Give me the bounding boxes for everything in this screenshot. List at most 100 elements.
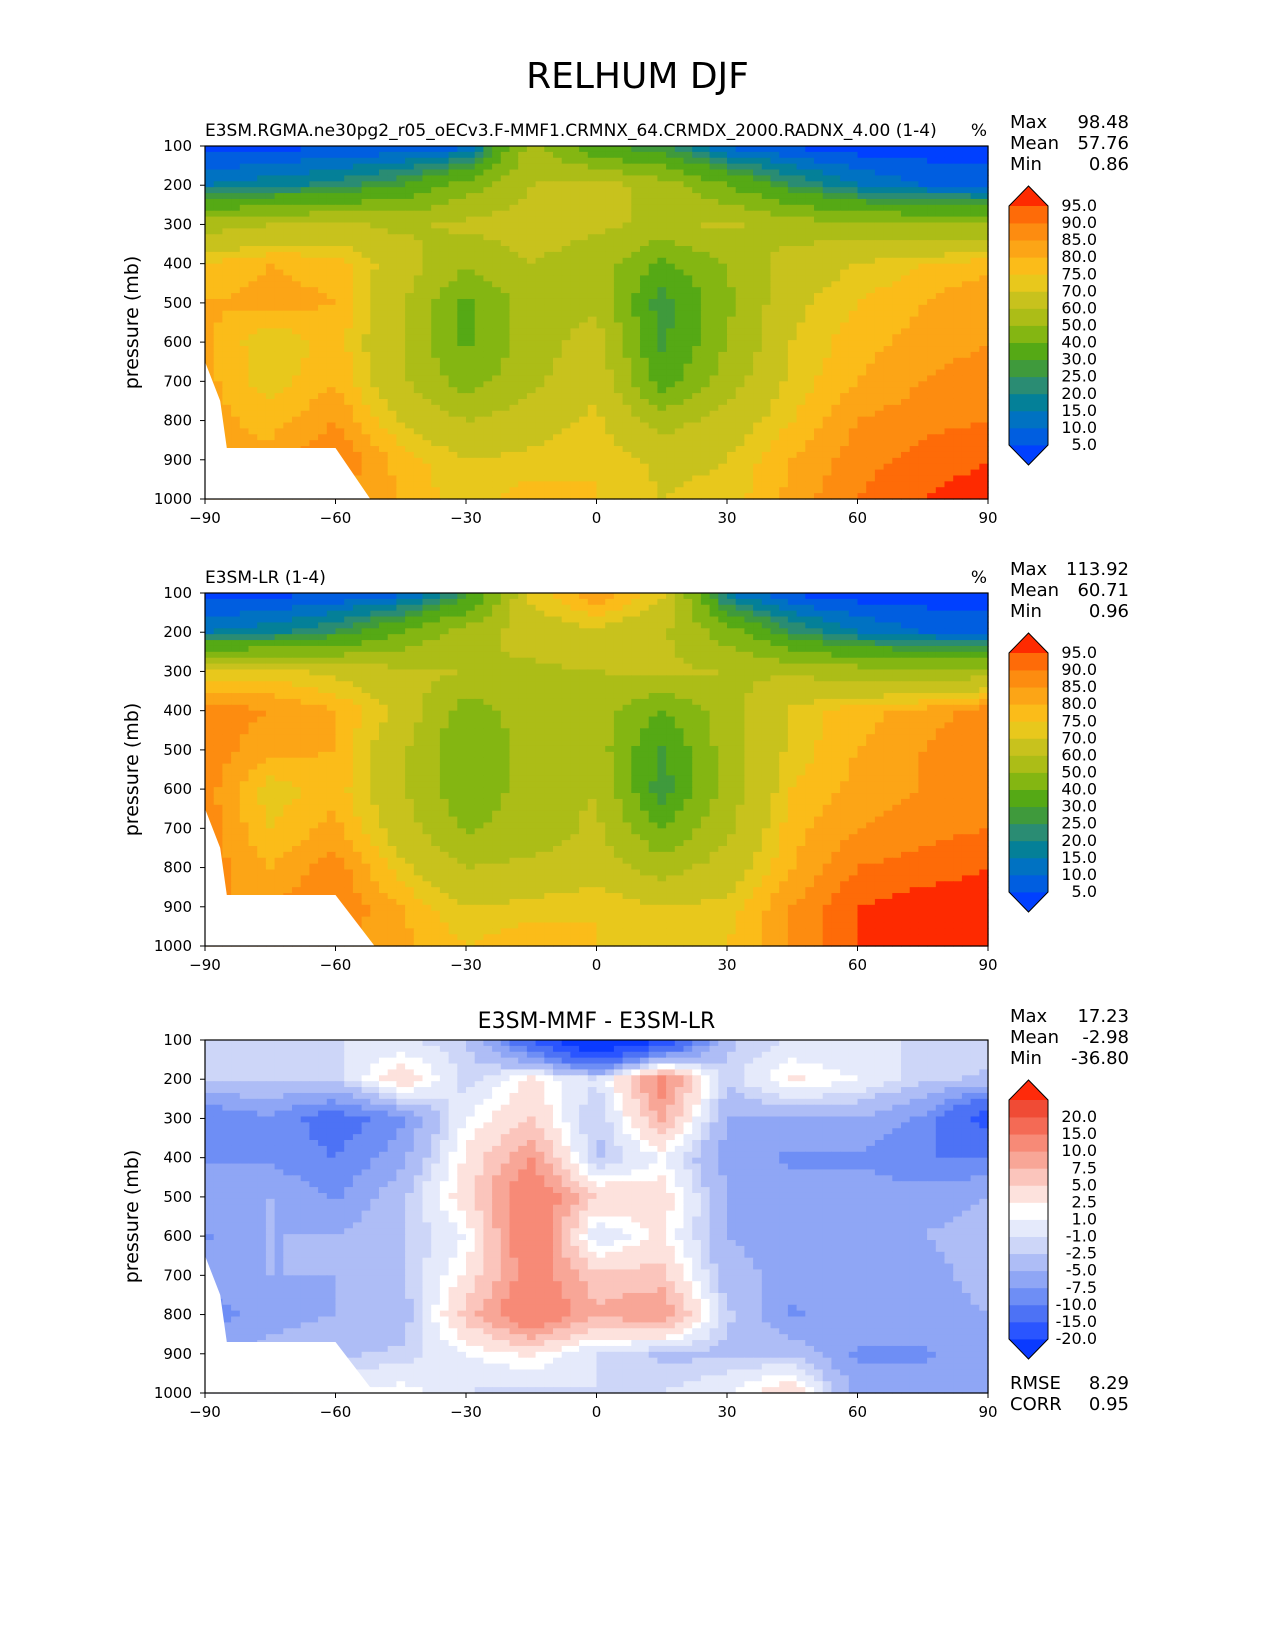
field-cell — [309, 193, 319, 200]
field-cell — [970, 310, 980, 318]
field-cell — [518, 457, 528, 465]
field-cell — [526, 451, 537, 459]
field-cell — [213, 228, 223, 235]
field-cell — [979, 234, 989, 241]
field-cell — [787, 310, 798, 318]
field-cell — [822, 375, 832, 382]
field-cell — [970, 346, 980, 353]
field-cell — [283, 434, 293, 441]
field-cell — [796, 240, 806, 247]
field-cell — [239, 193, 250, 200]
field-cell — [544, 216, 554, 224]
field-cell — [579, 187, 589, 194]
field-cell — [466, 363, 476, 371]
field-cell — [213, 210, 223, 218]
field-cell — [944, 381, 954, 388]
field-cell — [213, 316, 223, 324]
field-cell — [474, 246, 484, 253]
field-cell — [387, 346, 397, 353]
field-cell — [370, 269, 380, 277]
field-cell — [361, 169, 371, 177]
field-cell — [439, 346, 450, 353]
field-cell — [300, 357, 310, 365]
field-cell — [692, 298, 702, 306]
field-cell — [257, 275, 267, 282]
field-cell — [909, 416, 919, 424]
field-cell — [544, 440, 554, 447]
field-cell — [561, 398, 571, 406]
field-cell — [787, 410, 798, 418]
field-cell — [570, 463, 580, 471]
field-cell — [379, 375, 389, 382]
field-cell — [239, 304, 250, 312]
field-cell — [561, 216, 571, 224]
field-cell — [779, 398, 789, 406]
field-cell — [526, 422, 537, 429]
field-cell — [544, 228, 554, 235]
field-cell — [518, 281, 528, 288]
field-cell — [213, 193, 223, 200]
field-cell — [831, 269, 841, 277]
field-cell — [361, 251, 371, 259]
field-cell — [518, 428, 528, 435]
field-cell — [744, 275, 754, 282]
field-cell — [553, 357, 563, 365]
field-cell — [561, 381, 571, 388]
field-cell — [857, 275, 867, 282]
field-cell — [901, 216, 911, 224]
field-cell — [657, 457, 667, 465]
field-cell — [579, 334, 589, 341]
field-cell — [509, 328, 519, 335]
field-cell — [674, 298, 685, 306]
field-cell — [909, 251, 919, 259]
field-cell — [831, 257, 841, 265]
field-cell — [935, 310, 946, 318]
field-cell — [901, 234, 911, 241]
field-cell — [561, 269, 571, 277]
field-cell — [970, 204, 980, 212]
field-cell — [961, 151, 972, 159]
field-cell — [300, 198, 310, 206]
field-cell — [500, 204, 511, 212]
field-cell — [892, 298, 902, 306]
field-cell — [674, 269, 685, 277]
field-cell — [500, 375, 511, 382]
field-cell — [379, 293, 389, 300]
field-cell — [770, 357, 780, 365]
field-cell — [918, 175, 928, 182]
field-cell — [457, 451, 467, 459]
field-cell — [265, 387, 276, 394]
field-cell — [222, 398, 232, 406]
field-cell — [753, 222, 763, 229]
field-cell — [561, 181, 571, 188]
field-cell — [344, 434, 354, 441]
field-cell — [909, 210, 919, 218]
field-cell — [361, 310, 371, 318]
field-cell — [526, 222, 537, 229]
field-cell — [961, 287, 972, 294]
field-cell — [866, 169, 876, 177]
field-cell — [596, 228, 606, 235]
field-cell — [935, 363, 946, 371]
field-cell — [448, 175, 458, 182]
field-cell — [648, 346, 658, 353]
field-cell — [700, 340, 711, 347]
field-cell — [553, 275, 563, 282]
field-cell — [779, 410, 789, 418]
field-cell — [874, 357, 885, 365]
field-cell — [761, 228, 772, 235]
field-cell — [265, 175, 276, 182]
field-cell — [379, 469, 389, 477]
field-cell — [535, 204, 545, 212]
field-cell — [500, 369, 511, 377]
field-cell — [700, 446, 711, 453]
field-cell — [370, 328, 380, 335]
field-cell — [361, 434, 371, 441]
field-cell — [831, 446, 841, 453]
field-cell — [901, 398, 911, 406]
field-cell — [961, 298, 972, 306]
field-cell — [274, 198, 284, 206]
field-cell — [640, 363, 650, 371]
field-cell — [587, 263, 598, 271]
field-cell — [318, 351, 328, 359]
